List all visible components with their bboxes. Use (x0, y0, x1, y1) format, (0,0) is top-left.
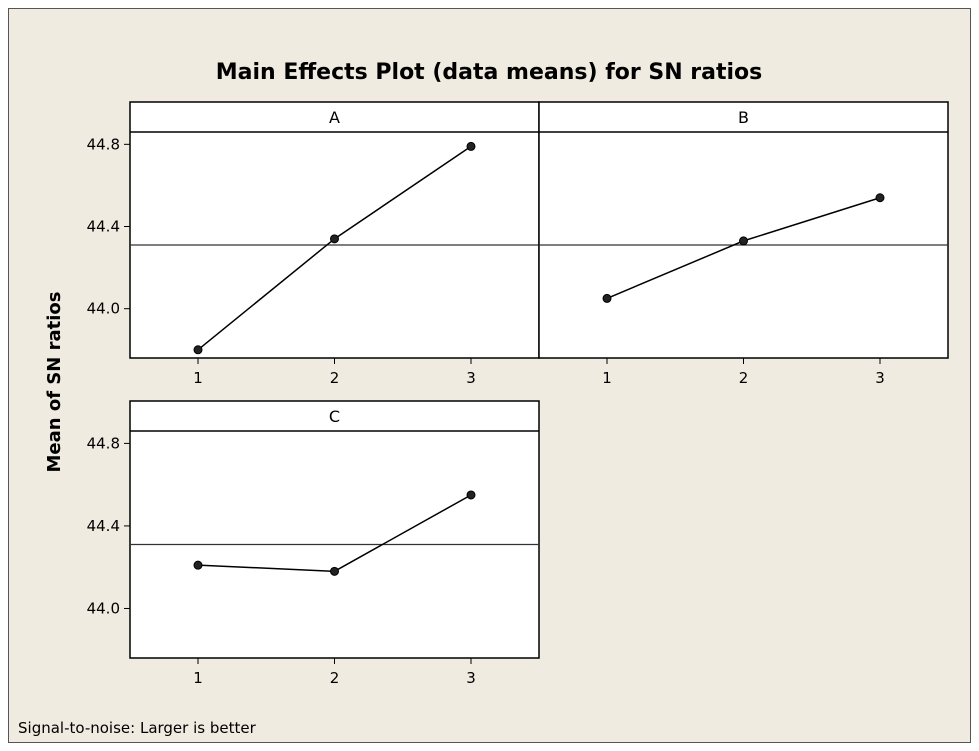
strip-label: C (329, 407, 340, 426)
x-tick-label: 1 (602, 369, 612, 387)
data-point (466, 141, 476, 151)
data-point (602, 293, 612, 303)
y-axis-label: Mean of SN ratios (44, 292, 65, 473)
data-point (739, 236, 748, 246)
x-tick-label: 2 (330, 669, 340, 687)
footnote: Signal-to-noise: Larger is better (18, 719, 257, 737)
x-tick-label: 1 (193, 369, 203, 387)
y-tick-label: 44.8 (87, 434, 120, 452)
data-point (330, 566, 339, 576)
panel-box (538, 101, 949, 359)
chart-title: Main Effects Plot (data means) for SN ra… (216, 60, 763, 85)
y-tick-label: 44.4 (87, 517, 120, 535)
x-tick-label: 3 (466, 369, 476, 387)
y-tick-label: 44.0 (87, 300, 120, 318)
x-tick-label: 2 (739, 369, 749, 387)
data-point (193, 345, 203, 355)
x-tick-label: 2 (330, 369, 340, 387)
panel-a: A 1 2 3 44.0 44.4 44.8 (87, 101, 540, 387)
panel-box (129, 101, 540, 359)
panel-box (129, 400, 540, 659)
data-point (466, 490, 476, 500)
strip-label: A (329, 108, 340, 127)
data-point (875, 193, 885, 203)
data-point (330, 234, 339, 244)
y-tick-label: 44.4 (87, 218, 120, 236)
x-tick-label: 3 (875, 369, 885, 387)
x-tick-label: 3 (466, 669, 476, 687)
panels-group: A 1 2 3 44.0 44.4 44.8 B 1 2 3 C 1 2 3 44.0 44.4 44.8 (87, 101, 949, 687)
x-tick-label: 1 (193, 669, 203, 687)
y-tick-label: 44.0 (87, 599, 120, 617)
strip-label: B (738, 108, 749, 127)
panel-c: C 1 2 3 44.0 44.4 44.8 (87, 400, 540, 687)
panel-b: B 1 2 3 (538, 101, 949, 387)
y-tick-label: 44.8 (87, 135, 120, 153)
data-point (193, 560, 203, 570)
